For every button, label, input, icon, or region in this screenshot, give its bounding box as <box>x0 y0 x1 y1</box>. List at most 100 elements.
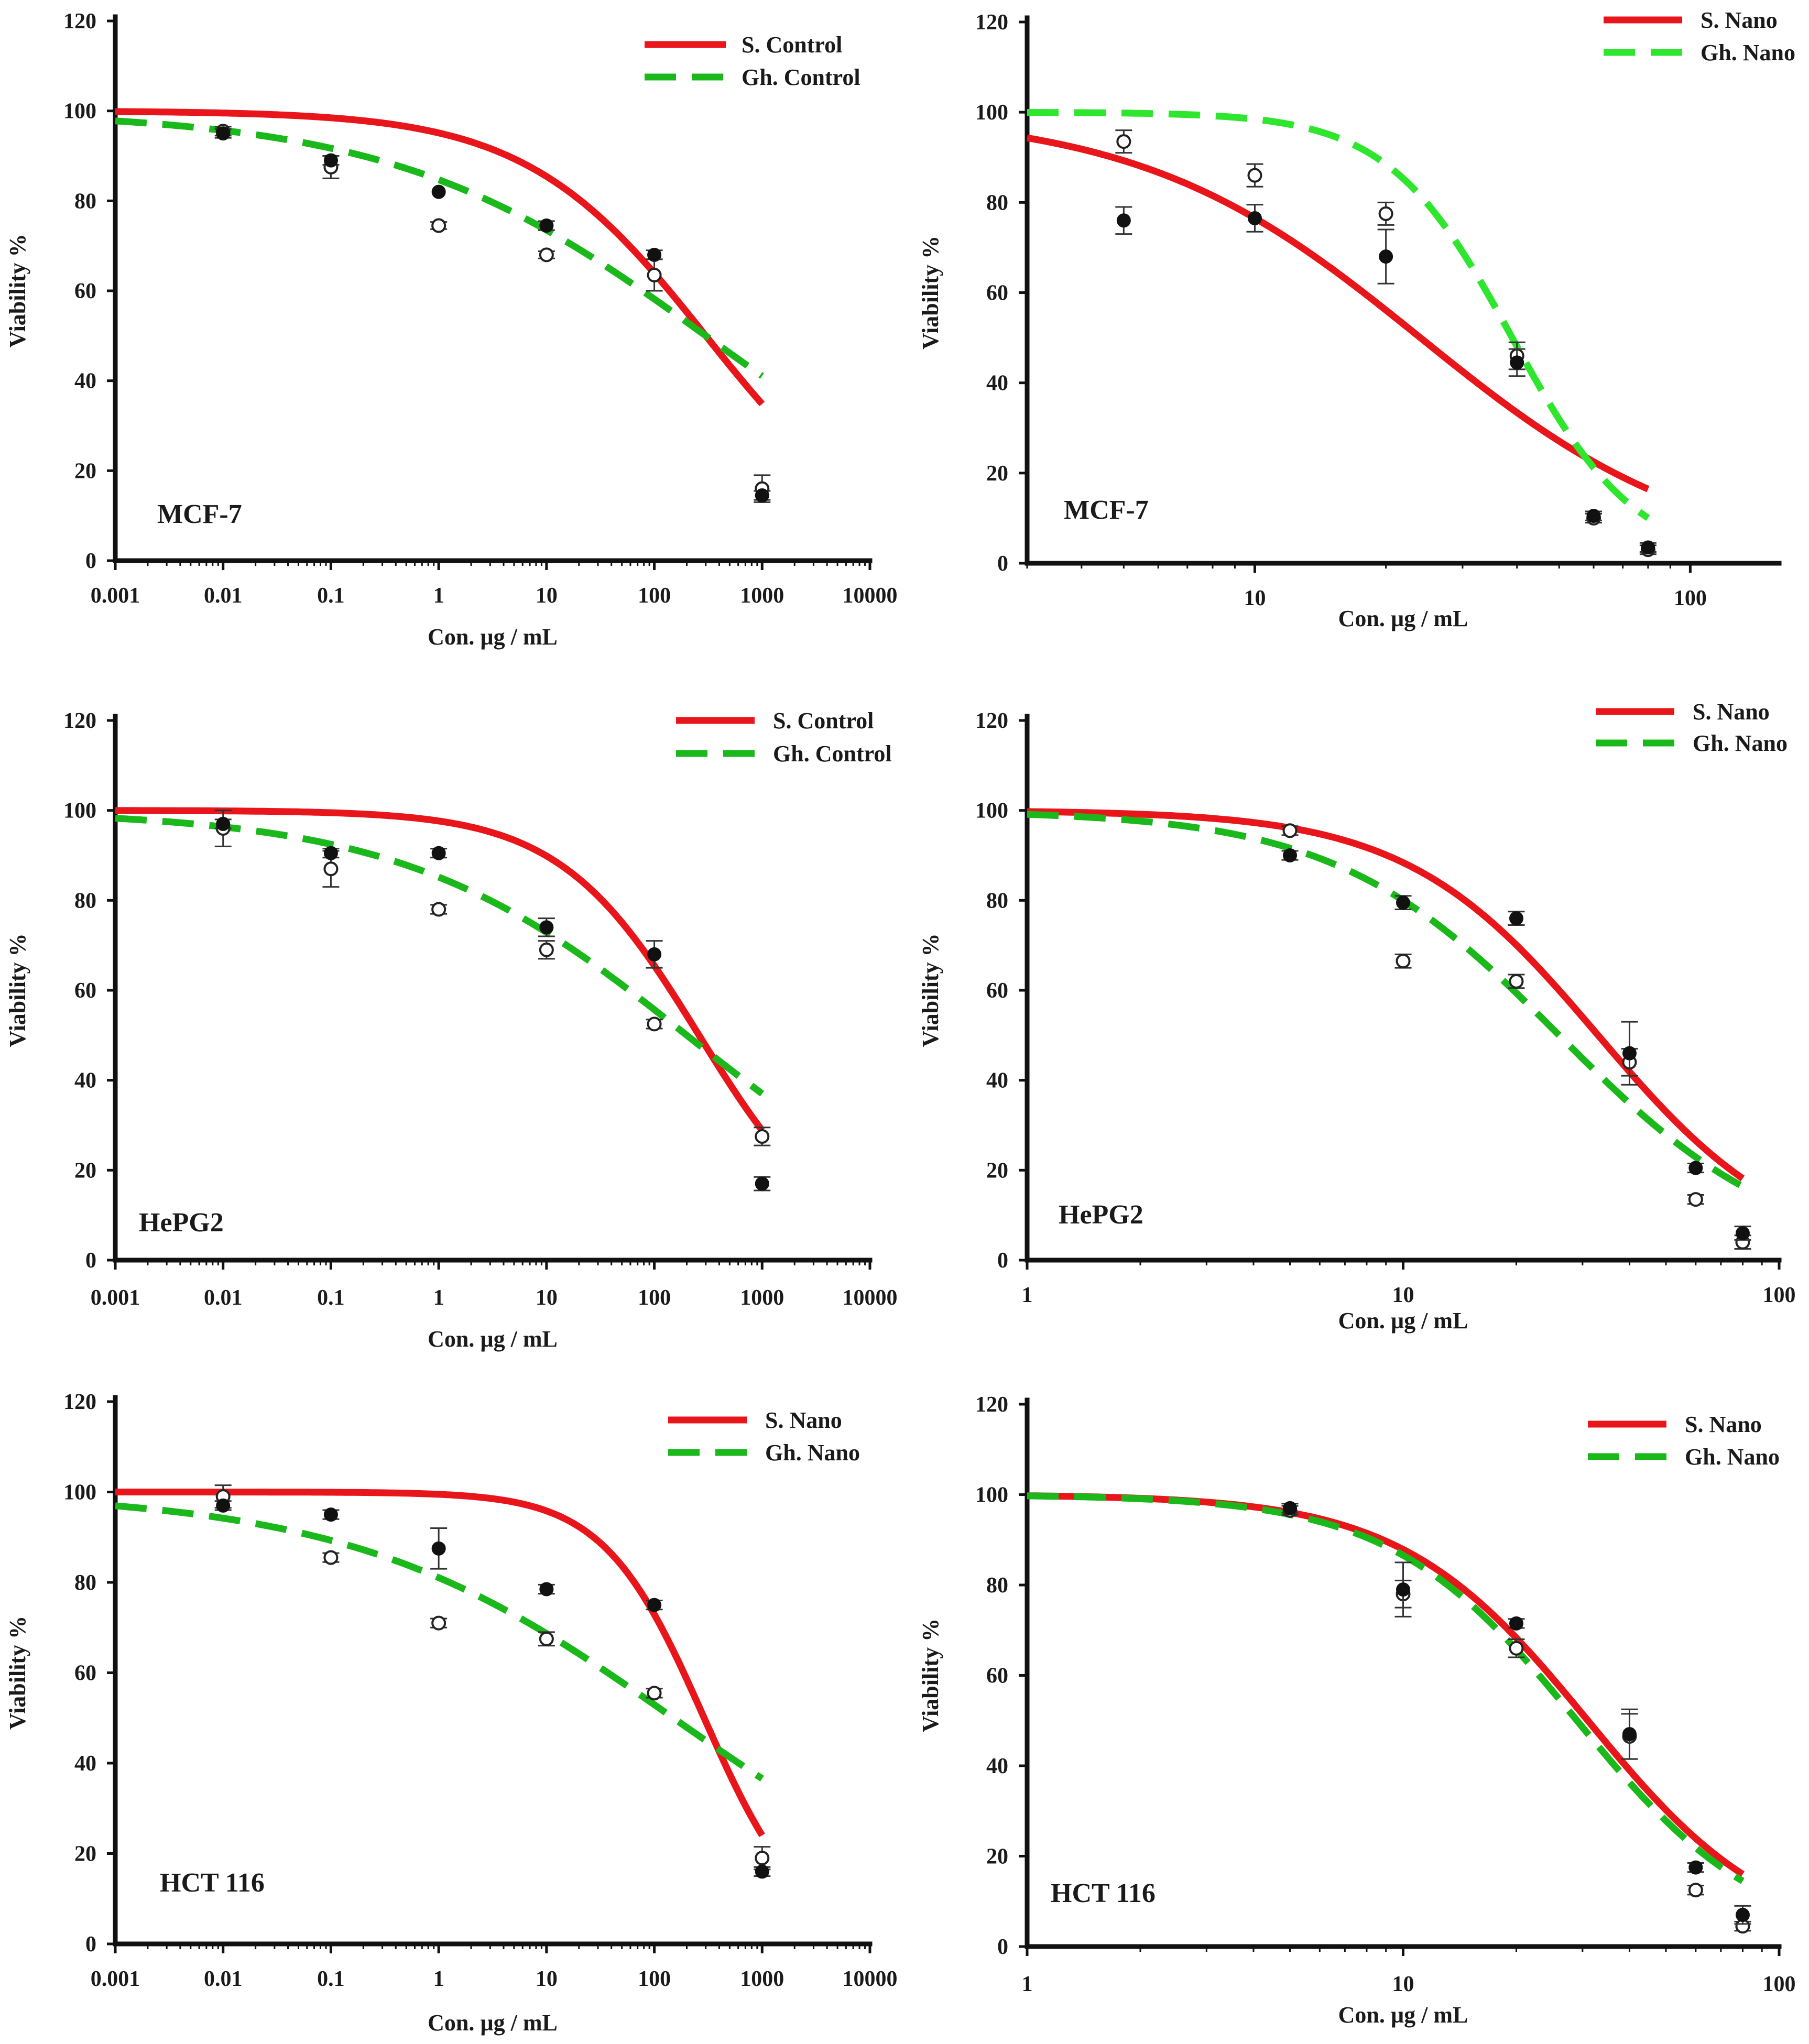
x-tick-label: 100 <box>1763 1283 1796 1307</box>
data-point-open <box>431 1615 446 1631</box>
y-axis-title: Viability % <box>918 236 943 349</box>
data-point-filled <box>1586 509 1601 523</box>
data-point-open <box>1282 823 1298 838</box>
data-point-filled <box>431 846 446 860</box>
x-axis-title: Con. µg / mL <box>1338 1308 1468 1333</box>
y-tick-label: 60 <box>986 1664 1008 1688</box>
x-tick-label: 10000 <box>843 1286 898 1310</box>
data-point-open <box>431 902 446 917</box>
fit-curve-s-nano <box>1026 134 1650 493</box>
data-point-open <box>1688 1883 1703 1898</box>
x-tick-label: 100 <box>1763 1972 1796 1996</box>
data-point-filled <box>1622 1727 1637 1742</box>
y-tick-label: 20 <box>986 462 1008 486</box>
x-tick-label: 1 <box>433 584 444 608</box>
data-point-filled <box>755 488 769 503</box>
data-point-open <box>1247 168 1262 183</box>
legend-label: Gh. Control <box>742 64 860 90</box>
cell-line-label: HePG2 <box>139 1208 224 1238</box>
y-tick-label: 120 <box>975 1393 1008 1417</box>
legend-label: Gh. Control <box>773 741 892 767</box>
y-tick-label: 120 <box>975 10 1008 35</box>
data-point-filled <box>755 1864 769 1879</box>
x-tick-label: 0.1 <box>317 584 345 608</box>
data-point-open <box>1509 974 1524 989</box>
data-point-open <box>1688 1192 1703 1207</box>
x-tick-label: 0.001 <box>91 584 140 608</box>
x-tick-label: 10 <box>536 584 558 608</box>
y-tick-label: 40 <box>74 1069 96 1093</box>
x-tick-label: 0.1 <box>317 1286 345 1310</box>
data-point-filled <box>1641 540 1655 555</box>
x-tick-label: 10 <box>1392 1283 1414 1307</box>
x-axis-title: Con. µg / mL <box>1338 2002 1468 2028</box>
y-tick-label: 100 <box>63 100 96 124</box>
data-point-filled <box>216 126 231 141</box>
data-point-filled <box>1688 1860 1703 1875</box>
x-tick-label: 1 <box>1022 1283 1033 1307</box>
x-tick-label: 100 <box>638 1967 671 1991</box>
x-tick-label: 0.01 <box>204 1967 243 1991</box>
data-point-filled <box>431 1541 446 1556</box>
y-tick-label: 80 <box>74 1571 96 1595</box>
y-tick-label: 40 <box>986 1754 1008 1778</box>
x-tick-label: 0.001 <box>91 1286 140 1310</box>
data-point-filled <box>216 816 231 831</box>
y-tick-label: 80 <box>986 191 1008 215</box>
data-point-filled <box>1247 211 1262 225</box>
y-tick-label: 20 <box>986 1158 1008 1183</box>
data-point-filled <box>1396 1582 1410 1597</box>
x-tick-label: 10 <box>536 1286 558 1310</box>
legend-label: Gh. Nano <box>765 1440 860 1466</box>
x-tick-label: 10 <box>1244 586 1266 610</box>
data-point-open <box>323 1550 339 1565</box>
data-point-filled <box>539 1582 554 1597</box>
data-point-open <box>647 267 662 282</box>
data-point-open <box>323 861 339 877</box>
y-tick-label: 60 <box>74 279 96 303</box>
data-point-filled <box>323 1507 338 1522</box>
x-tick-label: 1000 <box>740 584 784 608</box>
data-point-filled <box>1688 1161 1703 1175</box>
data-point-filled <box>1510 355 1524 370</box>
data-point-open <box>1509 1641 1524 1656</box>
x-tick-label: 1 <box>433 1286 444 1310</box>
y-tick-label: 60 <box>986 281 1008 305</box>
data-point-open <box>647 1686 662 1701</box>
legend-label: S. Nano <box>1701 7 1778 33</box>
x-tick-label: 100 <box>638 1286 671 1310</box>
legend-label: S. Nano <box>1693 699 1770 725</box>
legend-label: S. Control <box>773 708 874 734</box>
y-tick-label: 120 <box>975 709 1008 733</box>
data-point-open <box>539 1631 554 1646</box>
x-tick-label: 1000 <box>740 1286 784 1310</box>
y-tick-label: 0 <box>85 1249 96 1273</box>
y-tick-label: 20 <box>74 459 96 483</box>
y-tick-label: 60 <box>74 979 96 1003</box>
x-tick-label: 10 <box>1392 1972 1414 1996</box>
y-tick-label: 40 <box>74 1752 96 1776</box>
chart-panel-hct116-control: 0 20 40 60 80 100 120 0.001 0.01 0.1 1 10 100 1000 100… <box>5 1390 898 2036</box>
data-point-filled <box>1396 895 1410 910</box>
data-point-filled <box>323 846 338 860</box>
x-axis-title: Con. µg / mL <box>428 2010 558 2036</box>
data-point-filled <box>323 153 338 168</box>
y-tick-label: 0 <box>997 1249 1008 1273</box>
y-tick-label: 100 <box>63 1481 96 1505</box>
y-axis-title: Viability % <box>5 1616 30 1730</box>
x-tick-label: 0.1 <box>317 1967 345 1991</box>
x-tick-label: 0.01 <box>204 1286 243 1310</box>
data-point-filled <box>216 1498 231 1513</box>
y-tick-label: 80 <box>986 1573 1008 1598</box>
data-point-filled <box>1735 1908 1750 1922</box>
y-tick-label: 20 <box>986 1845 1008 1869</box>
data-point-filled <box>647 247 662 262</box>
y-tick-label: 0 <box>85 1932 96 1956</box>
cell-line-label: HCT 116 <box>1051 1878 1156 1908</box>
y-axis-title: Viability % <box>5 933 30 1047</box>
x-axis-title: Con. µg / mL <box>428 624 558 650</box>
y-tick-label: 0 <box>85 549 96 573</box>
